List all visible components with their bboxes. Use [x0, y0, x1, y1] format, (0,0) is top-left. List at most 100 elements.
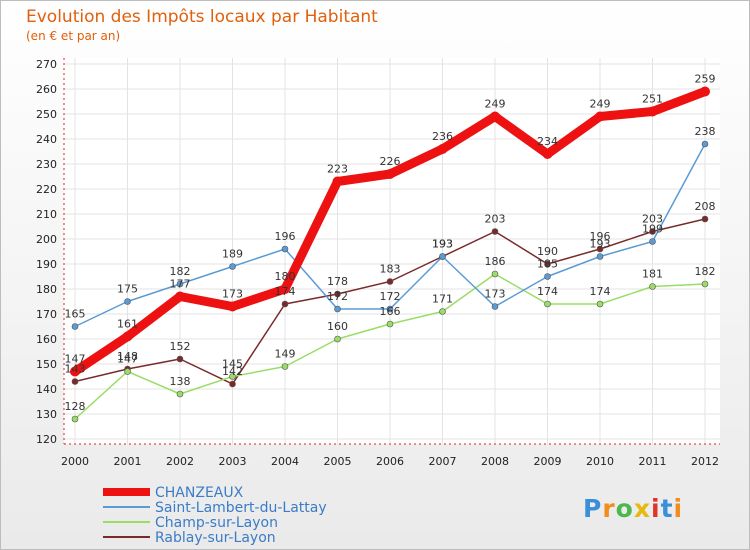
y-tick-label-150: 150 — [36, 358, 57, 371]
point-3-2003 — [229, 380, 236, 388]
y-tick-label-210: 210 — [36, 208, 57, 221]
point-1-2000 — [71, 323, 79, 330]
proxiti-logo: Proxiti — [583, 494, 683, 523]
point-0-2007 — [437, 144, 448, 154]
data-label-1-2012: 238 — [695, 125, 716, 138]
point-2-2006 — [386, 320, 394, 328]
point-0-2004 — [280, 284, 290, 294]
x-tick-label-2007: 2007 — [429, 455, 457, 468]
point-3-2010 — [596, 245, 604, 253]
data-label-3-2003: 142 — [222, 365, 243, 378]
y-tick-label-160: 160 — [36, 333, 57, 346]
data-label-1-2003: 189 — [222, 248, 243, 261]
data-label-2-2002: 138 — [170, 375, 191, 388]
point-1-2005 — [334, 305, 341, 313]
point-2-2009 — [544, 300, 551, 308]
legend-entry-2: Champ-sur-Layon — [155, 515, 278, 531]
x-tick-label-2002: 2002 — [166, 455, 194, 468]
y-tick-label-130: 130 — [36, 408, 57, 421]
point-0-2003 — [227, 301, 238, 312]
data-label-1-2006: 172 — [380, 290, 401, 303]
point-0-2011 — [647, 106, 658, 117]
svg-text:Proxiti: Proxiti — [583, 494, 683, 523]
point-3-2012 — [701, 215, 709, 223]
point-2-2002 — [176, 390, 184, 398]
data-label-3-2010: 196 — [590, 230, 611, 243]
y-tick-label-200: 200 — [36, 233, 57, 246]
y-tick-label-220: 220 — [36, 183, 57, 196]
point-1-2003 — [229, 263, 236, 270]
grid — [64, 58, 720, 444]
point-3-2000 — [71, 378, 79, 385]
data-label-3-2006: 183 — [380, 263, 401, 276]
data-label-3-2007: 193 — [432, 238, 453, 251]
data-label-2-2012: 182 — [695, 265, 716, 278]
data-label-1-2005: 172 — [327, 290, 348, 303]
y-tick-label-140: 140 — [36, 383, 57, 396]
point-0-2012 — [700, 86, 710, 97]
point-2-2003 — [229, 373, 236, 380]
point-0-2002 — [175, 291, 185, 302]
point-0-2009 — [542, 149, 553, 159]
data-label-1-2000: 165 — [65, 308, 86, 321]
point-1-2012 — [701, 140, 709, 148]
data-label-2-2000: 128 — [65, 400, 86, 413]
point-3-2004 — [281, 300, 289, 308]
data-label-1-2004: 196 — [275, 230, 296, 243]
data-label-2-2001: 147 — [117, 353, 138, 366]
point-3-2005 — [334, 290, 341, 298]
y-tick-label-260: 260 — [36, 83, 57, 96]
data-label-0-2007: 236 — [432, 130, 453, 143]
data-label-1-2002: 182 — [170, 265, 191, 278]
x-tick-label-2006: 2006 — [376, 455, 404, 468]
data-label-2-2004: 149 — [275, 348, 296, 361]
data-label-3-2000: 143 — [65, 363, 86, 376]
data-label-0-2008: 249 — [485, 98, 506, 111]
y-tick-label-230: 230 — [36, 158, 57, 171]
y-tick-label-190: 190 — [36, 258, 57, 271]
legend-entry-3: Rablay-sur-Layon — [155, 530, 276, 546]
data-label-0-2001: 161 — [117, 318, 138, 331]
point-1-2008 — [491, 303, 499, 310]
point-1-2009 — [544, 273, 551, 280]
series — [70, 86, 710, 423]
x-tick-label-2008: 2008 — [481, 455, 509, 468]
x-tick-label-2003: 2003 — [219, 455, 247, 468]
chart-title: Evolution des Impôts locaux par Habitant — [26, 7, 378, 27]
point-0-2006 — [385, 169, 395, 179]
point-3-2011 — [649, 228, 656, 235]
y-tick-label-170: 170 — [36, 308, 57, 321]
data-label-1-2001: 175 — [117, 283, 138, 296]
data-label-3-2012: 208 — [695, 200, 716, 213]
data-label-1-2009: 185 — [537, 258, 558, 271]
point-0-2008 — [490, 111, 500, 122]
point-1-2007 — [439, 253, 446, 260]
point-3-2009 — [544, 260, 551, 268]
data-label-2-2007: 171 — [432, 293, 453, 306]
x-tick-label-2009: 2009 — [534, 455, 562, 468]
data-label-0-2012: 259 — [695, 73, 716, 86]
point-2-2007 — [439, 308, 446, 315]
axes: 120 130 140 150 160 170 180 190 200 210 220 230 240 2… — [36, 58, 720, 468]
chart-subtitle: (en € et par an) — [26, 29, 120, 43]
plot-area — [64, 58, 720, 444]
x-tick-label-2012: 2012 — [691, 455, 719, 468]
data-label-0-2003: 173 — [222, 288, 243, 301]
point-1-2004 — [281, 245, 289, 253]
point-3-2002 — [176, 355, 184, 363]
x-tick-label-2010: 2010 — [586, 455, 614, 468]
x-tick-label-2004: 2004 — [271, 455, 299, 468]
data-label-0-2006: 226 — [380, 155, 401, 168]
y-tick-label-250: 250 — [36, 108, 57, 121]
legend: CHANZEAUXSaint-Lambert-du-LattayChamp-su… — [103, 485, 327, 546]
data-label-0-2005: 223 — [327, 163, 348, 176]
point-1-2001 — [124, 298, 131, 305]
point-1-2011 — [649, 238, 656, 245]
x-tick-label-2000: 2000 — [61, 455, 89, 468]
data-label-1-2007: 193 — [432, 238, 453, 251]
point-2-2010 — [596, 300, 604, 308]
point-2-2012 — [701, 280, 709, 288]
data-label-2-2003: 145 — [222, 358, 243, 371]
data-label-2-2010: 174 — [590, 285, 611, 298]
data-label-2-2011: 181 — [642, 268, 663, 281]
